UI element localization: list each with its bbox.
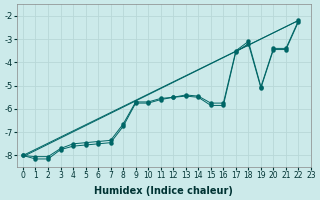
X-axis label: Humidex (Indice chaleur): Humidex (Indice chaleur) bbox=[94, 186, 233, 196]
